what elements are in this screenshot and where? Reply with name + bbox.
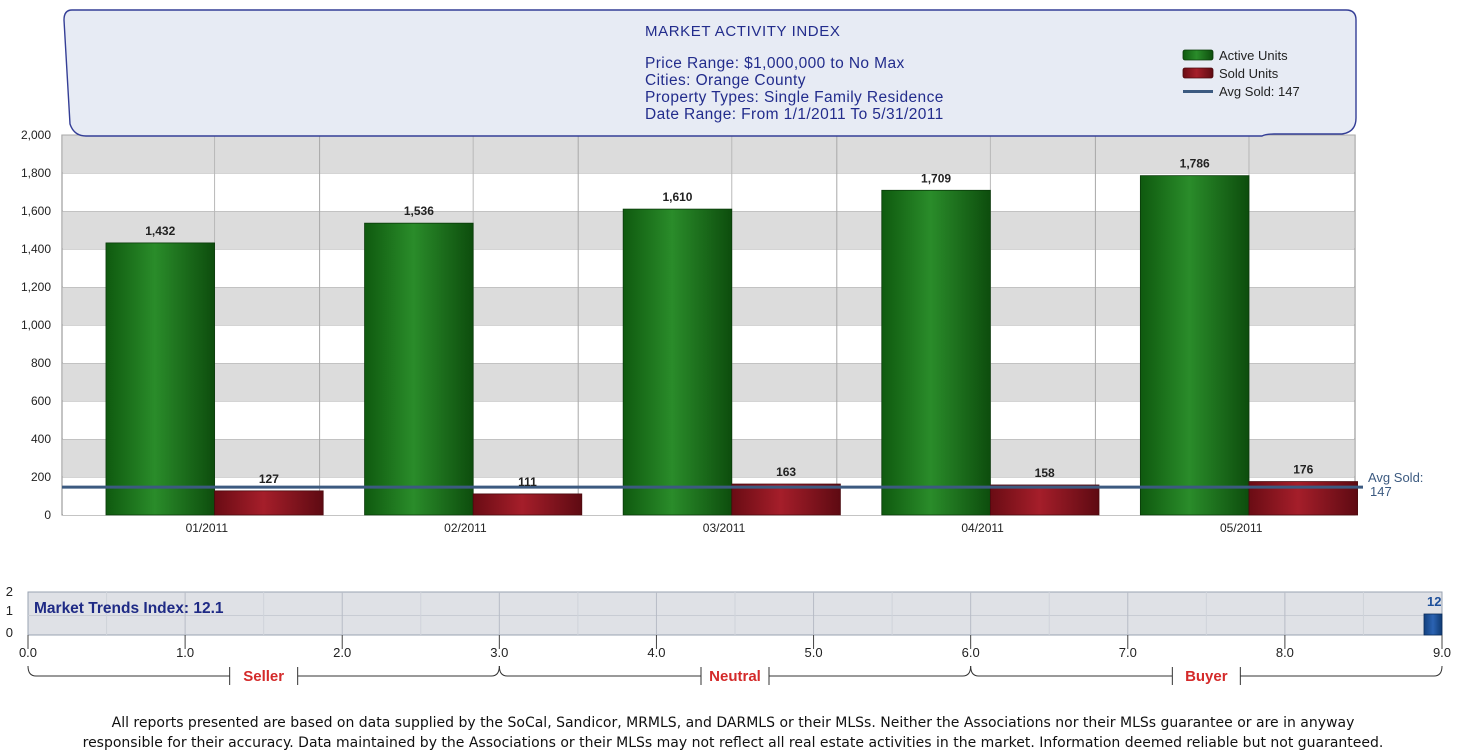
y-tick-label-7: 1,400 xyxy=(21,242,51,256)
sold-units-value-label-2: 163 xyxy=(776,465,796,479)
zone-bracket-left-1 xyxy=(498,665,701,677)
legend-label-active: Active Units xyxy=(1219,48,1288,63)
y-tick-label-8: 1,600 xyxy=(21,204,51,218)
legend-swatch-active xyxy=(1182,49,1214,61)
y-tick-label-4: 800 xyxy=(31,356,51,370)
active-units-value-label-3: 1,709 xyxy=(921,171,951,185)
sold-units-bar-1 xyxy=(472,493,583,516)
x-tick-label-0: 01/2011 xyxy=(186,521,229,535)
plot-band-8 xyxy=(63,173,1354,211)
sold-units-bar-0 xyxy=(214,490,324,516)
sold-units-bar-2 xyxy=(731,483,841,516)
y-tick-label-1: 200 xyxy=(31,470,51,484)
chart-bars xyxy=(105,175,1358,516)
sold-units-value-label-4: 176 xyxy=(1293,463,1313,477)
legend-item-sold-units: Sold Units xyxy=(1182,66,1279,81)
y-tick-label-6: 1,200 xyxy=(21,280,51,294)
trends-x-tick-label-5: 5.0 xyxy=(805,645,823,660)
y-tick-label-9: 1,800 xyxy=(21,166,51,180)
trends-value-label: 12 xyxy=(1427,594,1441,609)
x-tick-label-2: 03/2011 xyxy=(703,521,746,535)
trends-x-tick-label-1: 1.0 xyxy=(176,645,194,660)
chart-title: MARKET ACTIVITY INDEX xyxy=(645,23,840,40)
info-date-range: Date Range: From 1/1/2011 To 5/31/2011 xyxy=(645,106,944,123)
trends-x-tick-label-8: 8.0 xyxy=(1276,645,1294,660)
legend-label-avg: Avg Sold: 147 xyxy=(1219,84,1300,99)
disclaimer-line-1: All reports presented are based on data … xyxy=(111,715,1355,731)
trends-gridlines xyxy=(28,592,1442,635)
trends-x-tick-label-2: 2.0 xyxy=(333,645,351,660)
zone-bracket-right-1 xyxy=(769,665,972,677)
trends-x-tick-label-4: 4.0 xyxy=(647,645,665,660)
zone-bracket-right-0 xyxy=(297,665,500,677)
legend-swatch-avg xyxy=(1183,90,1213,93)
zone-label-seller: Seller xyxy=(243,668,284,685)
y-axis-ticks: 0 200 400 600 800 1,000 1,200 1,400 1,600 1,800 2,… xyxy=(21,128,51,522)
legend-label-sold: Sold Units xyxy=(1219,66,1279,81)
active-units-bar-1 xyxy=(364,222,474,516)
trends-y-ticks: 2 1 0 xyxy=(6,584,13,640)
y-tick-label-3: 600 xyxy=(31,394,51,408)
active-units-value-label-1: 1,536 xyxy=(404,204,434,218)
trends-x-tick-label-6: 6.0 xyxy=(962,645,980,660)
trends-y-tick-label-0: 2 xyxy=(6,584,13,599)
active-units-bar-4 xyxy=(1139,175,1250,516)
legend-item-avg-sold: Avg Sold: 147 xyxy=(1183,84,1300,99)
active-units-bar-3 xyxy=(881,189,991,516)
y-tick-label-10: 2,000 xyxy=(21,128,51,142)
y-tick-label-0: 0 xyxy=(44,508,51,522)
y-tick-label-2: 400 xyxy=(31,432,51,446)
active-units-value-label-4: 1,786 xyxy=(1180,157,1210,171)
avg-sold-label-line2: 147 xyxy=(1370,484,1392,499)
trends-zones: Seller Neutral Buyer xyxy=(27,665,1443,685)
trends-x-ticks: 0.0 1.0 2.0 3.0 4.0 5.0 6.0 7.0 8.0 9.0 xyxy=(19,635,1451,660)
trends-y-tick-label-2: 0 xyxy=(6,625,13,640)
sold-units-value-label-3: 158 xyxy=(1035,466,1055,480)
trends-value-bar xyxy=(1423,613,1443,636)
trends-x-tick-label-3: 3.0 xyxy=(490,645,508,660)
legend-item-active-units: Active Units xyxy=(1182,48,1288,63)
sold-units-value-label-0: 127 xyxy=(259,472,279,486)
active-units-value-label-0: 1,432 xyxy=(145,224,175,238)
chart-legend: Active Units Sold Units Avg Sold: 147 xyxy=(1182,48,1300,99)
trends-x-tick-label-7: 7.0 xyxy=(1119,645,1137,660)
disclaimer: All reports presented are based on data … xyxy=(0,713,1466,753)
trends-title: Market Trends Index: 12.1 xyxy=(34,600,224,617)
market-trends-index: 2 1 0 12 Market Trends Index: 12.1 0.0 1.0 2… xyxy=(6,584,1451,685)
market-activity-chart: 0 200 400 600 800 1,000 1,200 1,400 1,600 1,800 2,… xyxy=(21,9,1423,535)
disclaimer-line-2: responsible for their accuracy. Data mai… xyxy=(82,735,1384,751)
zone-bracket-right-2 xyxy=(1240,665,1443,677)
trends-x-tick-label-9: 9.0 xyxy=(1433,645,1451,660)
chart-header-panel xyxy=(63,9,1357,137)
zone-label-neutral: Neutral xyxy=(709,668,761,685)
active-units-bar-0 xyxy=(105,242,215,516)
x-tick-label-3: 04/2011 xyxy=(961,521,1004,535)
chart-info: Price Range: $1,000,000 to No Max Cities… xyxy=(645,55,944,123)
avg-sold-label-line1: Avg Sold: xyxy=(1368,470,1423,485)
trends-y-tick-label-1: 1 xyxy=(6,603,13,618)
y-tick-label-5: 1,000 xyxy=(21,318,51,332)
sold-units-value-label-1: 111 xyxy=(518,475,537,489)
legend-swatch-sold xyxy=(1182,67,1214,79)
bar-value-labels: 1,432 127 1,536 111 1,610 163 1,709 158 1,786 176 xyxy=(145,157,1313,489)
plot-band-9 xyxy=(63,135,1354,173)
zone-label-buyer: Buyer xyxy=(1185,668,1228,685)
zone-bracket-left-0 xyxy=(27,665,230,677)
active-units-bar-2 xyxy=(622,208,733,516)
trends-x-tick-label-0: 0.0 xyxy=(19,645,37,660)
info-property-types: Property Types: Single Family Residence xyxy=(645,89,944,106)
x-tick-label-4: 05/2011 xyxy=(1220,521,1263,535)
zone-bracket-left-2 xyxy=(970,665,1173,677)
x-axis-ticks: 01/2011 02/2011 03/2011 04/2011 05/2011 xyxy=(186,521,1263,535)
active-units-value-label-2: 1,610 xyxy=(662,190,692,204)
x-tick-label-1: 02/2011 xyxy=(444,521,487,535)
sold-units-bar-3 xyxy=(989,484,1100,516)
info-price-range: Price Range: $1,000,000 to No Max xyxy=(645,55,905,72)
info-cities: Cities: Orange County xyxy=(645,72,806,89)
